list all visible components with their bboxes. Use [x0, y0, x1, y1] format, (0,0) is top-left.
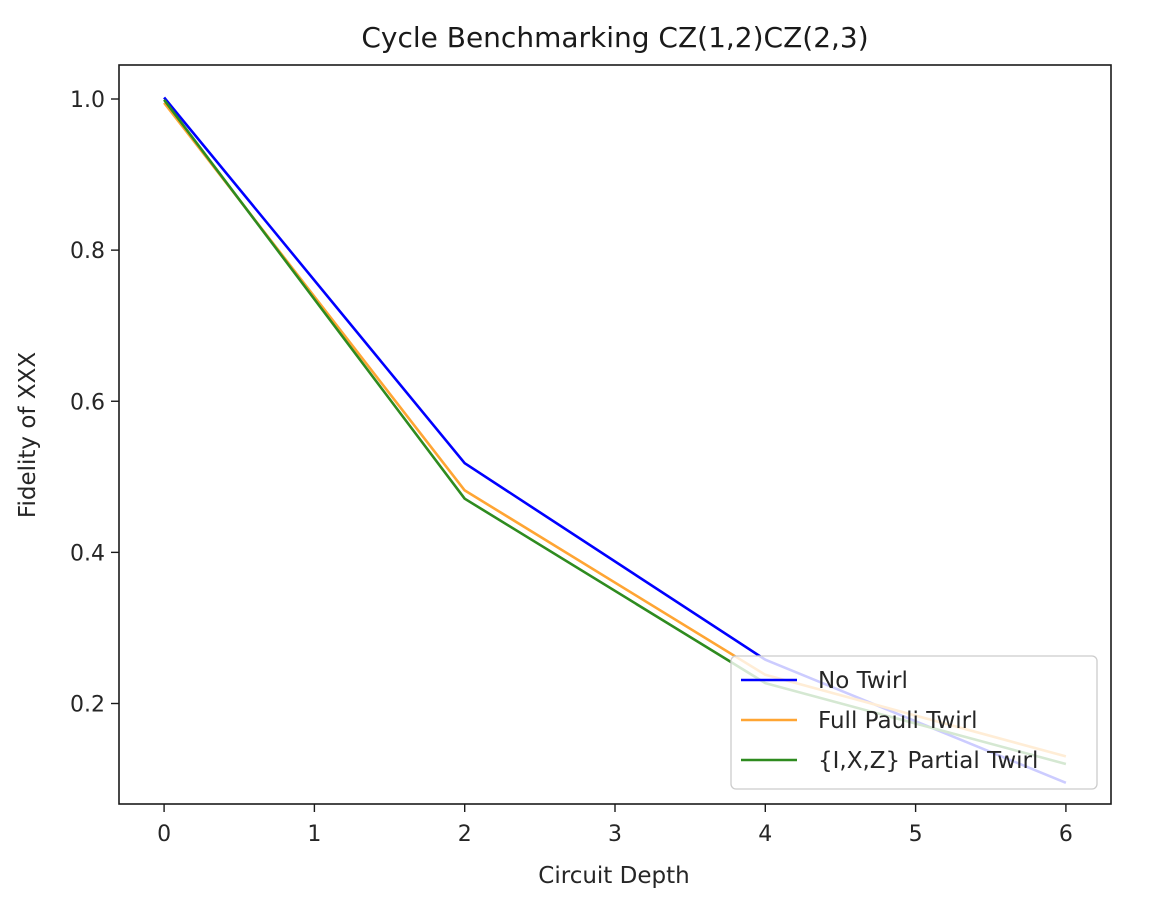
y-axis-label: Fidelity of XXX [15, 352, 41, 518]
y-tick-label: 0.4 [70, 541, 105, 566]
y-tick-label: 0.2 [70, 693, 105, 718]
y-tick-label: 1.0 [70, 88, 105, 113]
y-axis: 0.2 0.4 0.6 0.8 1.0 [70, 88, 119, 718]
x-axis: 0 1 2 3 4 5 6 [157, 804, 1073, 847]
x-tick-label: 2 [458, 822, 472, 847]
legend-label-1: No Twirl [818, 668, 908, 694]
x-tick-label: 6 [1059, 822, 1073, 847]
chart-title: Cycle Benchmarking CZ(1,2)CZ(2,3) [361, 21, 868, 54]
legend-label-2: Full Pauli Twirl [818, 708, 978, 734]
y-tick-label: 0.8 [70, 239, 105, 264]
y-tick-label: 0.6 [70, 390, 105, 415]
x-tick-label: 3 [608, 822, 622, 847]
x-tick-label: 5 [909, 822, 923, 847]
x-axis-label: Circuit Depth [538, 863, 689, 889]
legend: No Twirl Full Pauli Twirl {I,X,Z} Partial … [730, 655, 1098, 790]
legend-label-3: {I,X,Z} Partial Twirl [818, 748, 1038, 774]
x-tick-label: 1 [307, 822, 321, 847]
x-tick-label: 0 [157, 822, 171, 847]
legend-frame [730, 655, 1098, 790]
x-tick-label: 4 [758, 822, 772, 847]
